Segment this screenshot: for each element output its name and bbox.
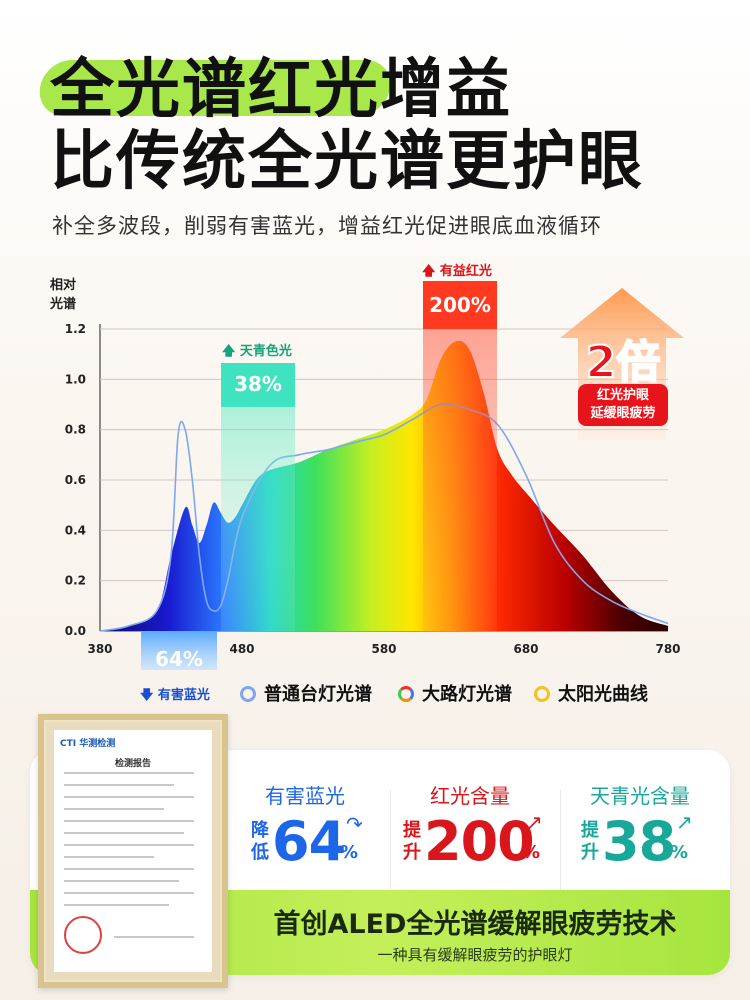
stat-title-red: 红光含量 [430,784,510,808]
y-tick-label: 0.6 [65,473,86,487]
up-curve-arrow-icon: ↗ [676,810,693,834]
blue-value-box [141,631,217,670]
x-tick-label: 380 [87,642,112,656]
ring-icon [398,685,414,702]
cyan-highlight-column [221,363,295,631]
stat-side-blue: 降低 [251,820,269,863]
up-arrow-icon: 🡅 [422,264,436,279]
down-arrow-icon: 🡇 [140,688,154,703]
legend-text: 大路灯光谱 [422,684,512,705]
badge-text: 红光护眼 延缓眼疲劳 [578,384,668,426]
stat-side-cyan: 提升 [581,820,599,863]
badge-line1: 红光护眼 [596,388,649,403]
stat-value-red: 200 [424,810,535,873]
x-tick-label: 680 [513,642,538,656]
cyan-value-box [221,363,295,407]
x-tick-label: 780 [655,642,680,656]
headline-line2: 比传统全光谱更护眼 [50,125,644,199]
y-tick-label: 0.4 [65,523,86,537]
cyan-value: 38% [234,372,282,396]
y-tick-label: 1.2 [65,322,86,336]
legend-item-big-lamp: 大路灯光谱 [398,680,512,706]
divider [390,790,391,900]
red-value-box [423,281,497,329]
subtitle: 补全多波段，削弱有害蓝光，增益红光促进眼底血液循环 [52,214,602,238]
ring-icon [240,685,256,702]
legend-text: 太阳光曲线 [558,684,648,705]
legend-text: 普通台灯光谱 [264,684,372,705]
stat-value-blue: 64 [272,810,346,873]
badge-big: 2倍 [585,336,662,389]
badge-line2: 延缓眼疲劳 [590,406,656,421]
stat-unit-blue: % [340,842,359,863]
banner-subtitle: 一种具有缓解眼疲劳的护眼灯 [377,946,573,964]
stat-side-red: 提升 [403,820,421,863]
stat-value-cyan: 38 [602,810,676,873]
certificate-frame: CTI 华测检测 检测报告 [38,714,228,988]
divider [560,790,561,900]
headline-highlight-text: 全光谱红光 [50,53,380,127]
cyan-label-text: 天青色光 [239,344,292,359]
legend-item-ordinary: 普通台灯光谱 [240,680,372,706]
red-label: 🡅 有益红光 [422,260,492,284]
banner-title: 首创ALED全光谱缓解眼疲劳技术 [273,909,677,940]
blue-label: 🡇 有害蓝光 [140,684,210,708]
up-arrow-icon: 🡅 [222,344,236,359]
headline-line1: 全光谱红光增益 [50,58,512,122]
x-tick-label: 480 [229,642,254,656]
y-tick-label: 0.2 [65,574,86,588]
certificate-logo: CTI 华测检测 [60,739,116,749]
stat-unit-cyan: % [670,842,689,863]
ring-icon [534,685,550,702]
stat-title-cyan: 天青光含量 [590,784,690,808]
y-tick-label: 1.0 [65,372,86,386]
legend-item-sun: 太阳光曲线 [534,680,648,706]
certificate-title: 检测报告 [114,759,151,769]
chart-ylabel: 相对 光谱 [50,278,77,312]
down-curve-arrow-icon: ↷ [346,812,363,836]
x-tick-label: 580 [371,642,396,656]
red-label-text: 有益红光 [439,264,492,279]
red-value: 200% [429,293,491,317]
chart-y-ticks: 1.2 1.0 0.8 0.6 0.4 0.2 0.0 [65,322,86,638]
spectrum-chart: 1.2 1.0 0.8 0.6 0.4 0.2 0.0 380 480 580 680 780 [65,281,684,670]
headline-rest-text: 增益 [380,53,512,127]
red-highlight-column [423,281,497,632]
y-tick-label: 0.0 [65,624,86,638]
stat-unit-red: % [522,842,541,863]
cyan-label: 🡅 天青色光 [222,340,292,364]
chart-x-ticks: 380 480 580 680 780 [87,642,680,656]
blue-value: 64% [155,647,203,671]
seal-icon [64,916,102,954]
up-curve-arrow-icon: ↗ [526,810,543,834]
blue-label-text: 有害蓝光 [157,688,210,703]
certificate-paper: CTI 华测检测 检测报告 [54,730,212,972]
y-tick-label: 0.8 [65,423,86,437]
stat-title-blue: 有害蓝光 [265,784,345,808]
